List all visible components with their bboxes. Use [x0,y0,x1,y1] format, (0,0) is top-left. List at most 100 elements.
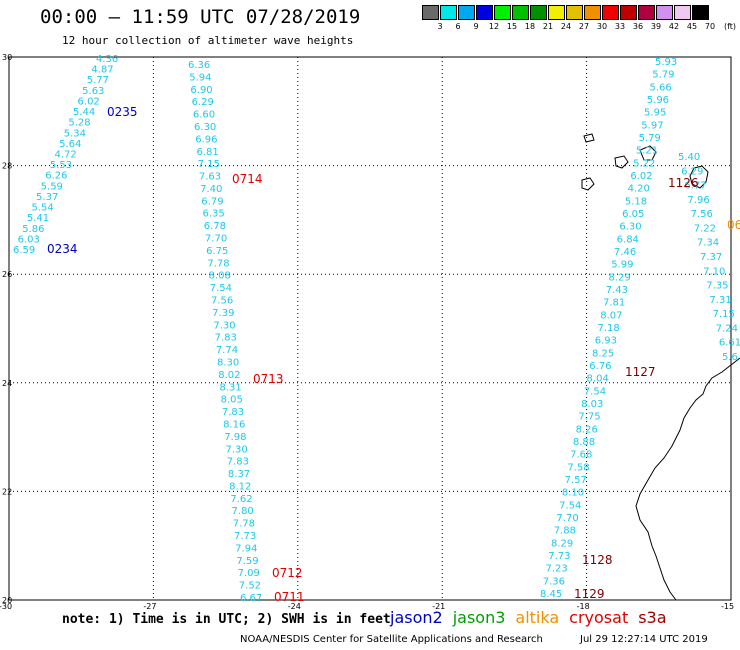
wave-height-value: 7.73 [548,551,570,562]
wave-height-value: 7.80 [232,506,254,517]
wave-height-value: 8.12 [229,481,251,492]
legend-swatch [584,5,601,20]
legend-label: 6 [455,22,461,31]
satellite-name: cryosat [569,608,629,627]
latitude-label: 26 [2,270,12,279]
wave-height-value: 4.72 [55,150,77,161]
canary-island-2 [639,145,657,161]
wave-height-value: 7.58 [567,462,589,473]
longitude-label: -27 [143,602,156,611]
wave-height-value: 5.18 [625,196,647,207]
wave-height-value: 6.02 [630,171,652,182]
wave-height-value: 7.15 [713,309,735,320]
legend-swatch [566,5,583,20]
wave-height-value: 4.20 [628,184,650,195]
wave-height-value: 5.64 [59,139,81,150]
wave-height-value: 6.84 [617,234,639,245]
pass-id-label: 0711 [274,590,305,604]
wave-height-value: 5.79 [652,70,674,81]
wave-height-value: 6.76 [589,361,611,372]
wave-height-value: 4.36 [96,54,118,65]
wave-height-value: 7.54 [584,386,606,397]
track-values: 4.364.875.775.636.025.445.285.345.644.72… [13,54,740,604]
longitude-label: -30 [0,602,12,611]
wave-height-value: 7.36 [543,576,565,587]
wave-height-value: 5.53 [50,160,72,171]
map-subtitle: 12 hour collection of altimeter wave hei… [62,34,354,47]
satellite-legend: jason2 jason3 altika cryosat s3a [390,608,677,627]
wave-height-value: 5.79 [639,133,661,144]
wave-height-value: 5.37 [36,192,58,203]
legend-swatches [422,5,710,20]
pass-id-label: 0714 [232,172,263,186]
wave-height-value: 7.96 [687,195,709,206]
wave-height-value: 7.98 [224,432,246,443]
legend-label: 21 [542,22,554,31]
wave-height-value: 5.77 [87,75,109,86]
wave-height-value: 7.46 [614,247,636,258]
african-coast [635,357,740,601]
wave-height-value: 7.59 [236,556,258,567]
satellite-name: s3a [638,608,667,627]
canary-island-3 [614,155,629,169]
wave-height-value: 6.35 [203,209,225,220]
legend-label: 15 [506,22,518,31]
lat-lon-grid [8,56,732,601]
wave-height-value: 7.22 [694,223,716,234]
wave-height-value: 5.22 [633,158,655,169]
wave-height-value: 7.62 [230,494,252,505]
wave-height-value: 6.26 [45,171,67,182]
legend-label: 70 [704,22,716,31]
pass-id-label: 0234 [47,242,78,256]
longitude-label: -21 [432,602,445,611]
legend-swatch [602,5,619,20]
legend-unit: (ft) [723,22,737,31]
wave-height-value: 7.31 [709,295,731,306]
latitude-label: 24 [2,379,12,388]
wave-height-value: 8.26 [576,424,598,435]
wave-height-value: 7.83 [227,457,249,468]
wave-height-value: 7.37 [700,252,722,263]
wave-height-value: 8.10 [562,488,584,499]
wave-height-value: 7.24 [716,323,738,334]
wave-height-value: 4.87 [91,65,113,76]
wave-height-value: 7.54 [559,500,581,511]
pass-id-label: 0713 [253,372,284,386]
legend-label: 18 [524,22,536,31]
wave-height-value: 7.68 [570,450,592,461]
wave-height-value: 7.56 [211,296,233,307]
wave-height-value: 7.40 [200,184,222,195]
wave-height-value: 5.6 [722,352,738,363]
legend-swatch [620,5,637,20]
map-title: 00:00 – 11:59 UTC 07/28/2019 [40,6,361,28]
wave-height-value: 7.57 [565,475,587,486]
legend-swatch [476,5,493,20]
legend-label: 42 [668,22,680,31]
wave-height-value: 6.03 [18,234,40,245]
wave-height-value: 6.30 [619,222,641,233]
wave-height-value: 6.61 [719,338,740,349]
legend-label: 27 [578,22,590,31]
pass-id-label: 1127 [625,365,656,379]
legend-label: 45 [686,22,698,31]
wave-height-value: 6.75 [206,246,228,257]
axis-labels: 30 28 26 24 22 20-30 -27 -24 -21 -18 -15 [0,53,734,611]
wave-height-value: 7.30 [213,320,235,331]
wave-height-value: 7.81 [603,298,625,309]
longitude-label: -24 [288,602,301,611]
pass-id-label: 0712 [272,566,303,580]
legend-swatch [548,5,565,20]
wave-height-value: 7.70 [556,513,578,524]
wave-height-value: 7.34 [697,238,719,249]
wave-height-value: 7.88 [554,526,576,537]
wave-height-value: 7.56 [691,209,713,220]
wave-height-value: 7.94 [235,543,257,554]
wave-height-value: 8.08 [209,271,231,282]
wave-height-value: 7.83 [222,407,244,418]
wave-height-value: 8.31 [219,382,241,393]
legend-swatch [440,5,457,20]
wave-height-value: 6.30 [194,122,216,133]
wave-height-value: 5.21 [636,146,658,157]
wave-height-value: 5.41 [27,213,49,224]
